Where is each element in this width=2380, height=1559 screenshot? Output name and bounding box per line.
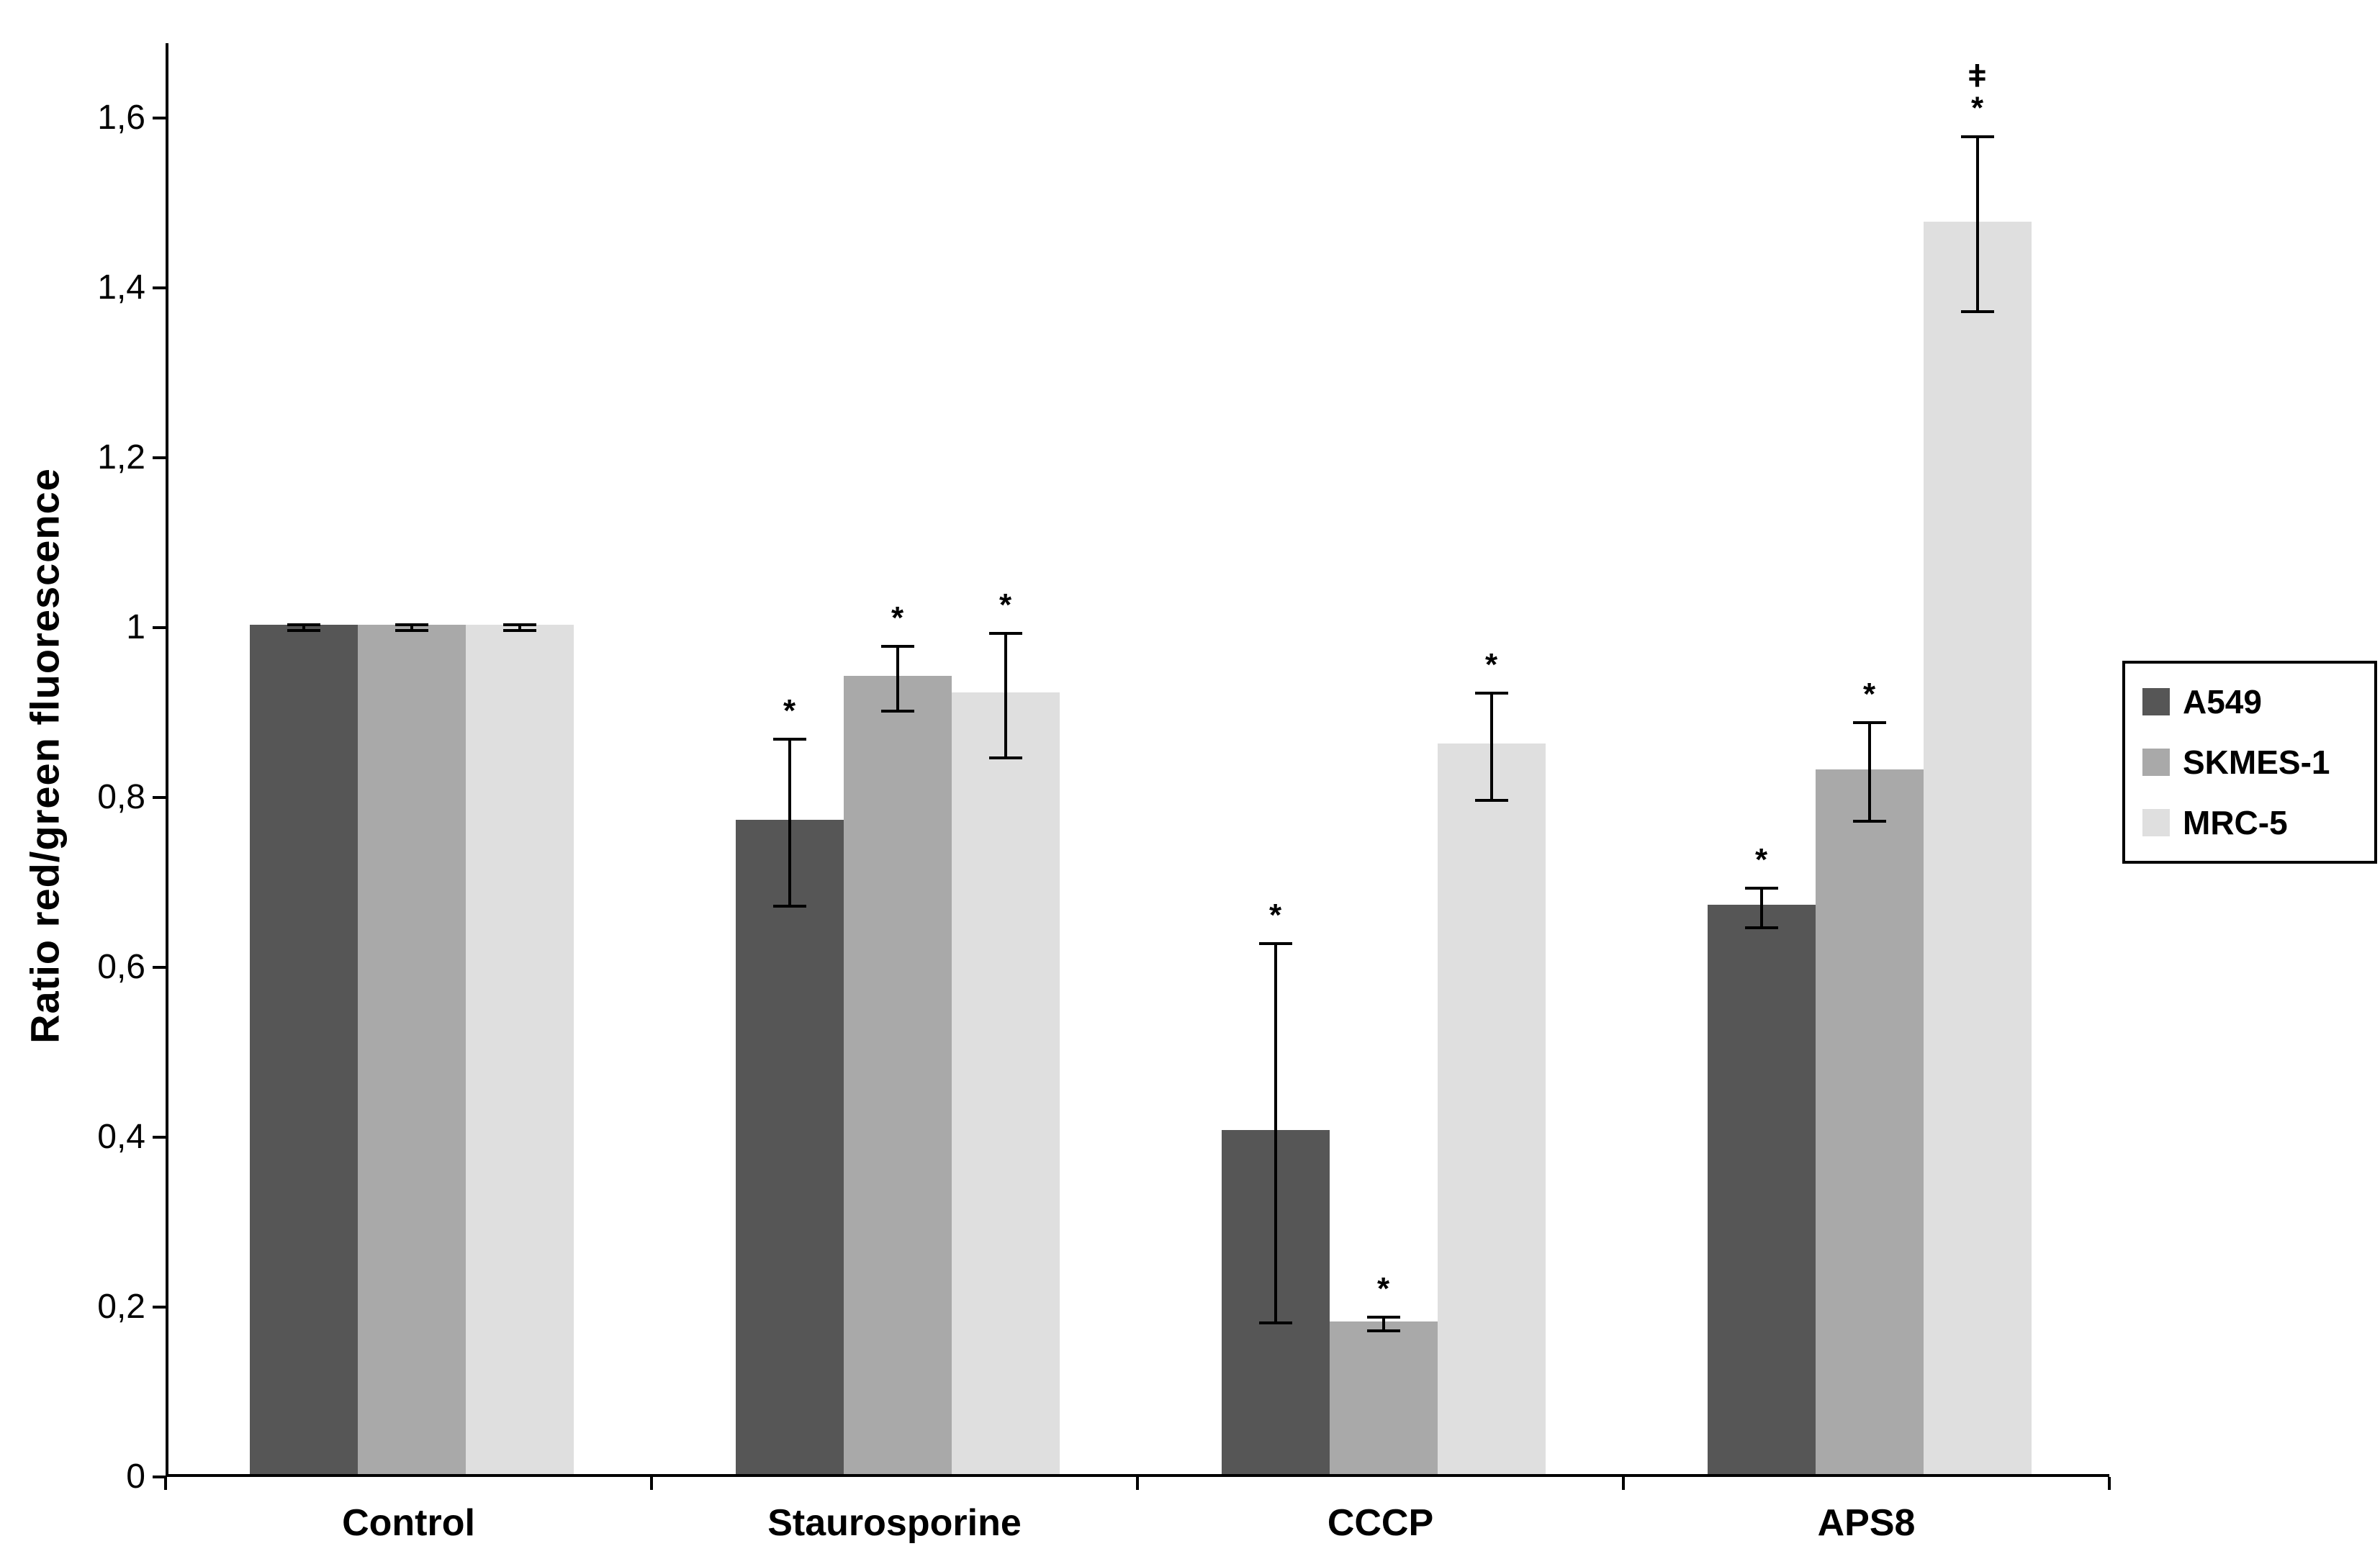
error-bar [395,623,428,632]
error-bar [1744,886,1778,929]
legend-item-skmes-1: SKMES-1 [2142,743,2357,782]
error-bar [988,631,1022,759]
y-tick-mark [153,286,166,289]
legend-label: A549 [2183,683,2262,720]
y-tick-mark [153,626,166,629]
x-tick-mark [1136,1477,1139,1490]
error-bar [287,623,320,632]
error-bar [502,623,536,632]
y-tick-label: 1,2 [97,438,145,476]
y-tick-mark [153,966,166,969]
error-bar [772,738,806,908]
bar-skmes-1-staurosporine [843,675,952,1474]
significance-annotation: ǂ * [1967,58,1987,126]
error-bar [1366,1315,1400,1333]
bar-mrc-5-aps8 [1923,221,2032,1474]
legend: A549 SKMES-1 MRC-5 [2122,661,2377,864]
y-tick-mark [153,117,166,119]
y-tick-label: 1,4 [97,268,145,307]
error-bar [1474,691,1508,802]
significance-annotation: * [1484,646,1498,682]
legend-swatch [2142,749,2170,776]
x-tick-mark [2108,1477,2111,1490]
significance-annotation: * [999,587,1012,623]
significance-annotation: * [1376,1270,1390,1306]
error-bar [1258,941,1292,1324]
bar-mrc-5-cccp [1437,744,1546,1474]
x-category-label: Control [342,1502,475,1544]
legend-item-a549: A549 [2142,682,2357,721]
y-tick-label: 0 [126,1458,145,1496]
x-tick-mark [164,1477,167,1490]
bar-mrc-5-staurosporine [951,692,1060,1474]
y-tick-label: 0,4 [97,1118,145,1156]
y-tick-mark [153,456,166,459]
y-tick-mark [153,1476,166,1478]
legend-label: MRC-5 [2183,804,2288,841]
y-tick-label: 1 [126,608,145,646]
bar-a549-control [249,625,358,1474]
bar-skmes-1-control [357,625,466,1474]
y-tick-label: 1,6 [97,99,145,137]
error-bar [1852,720,1886,823]
y-tick-mark [153,1136,166,1139]
significance-annotation: * [1268,897,1282,933]
x-tick-mark [1622,1477,1625,1490]
y-tick-label: 0,6 [97,948,145,986]
bar-skmes-1-cccp [1329,1321,1438,1474]
bar-a549-aps8 [1707,905,1816,1474]
bar-mrc-5-control [465,625,574,1474]
error-bar [880,644,914,713]
legend-label: SKMES-1 [2183,744,2330,781]
y-tick-mark [153,1306,166,1309]
x-category-label: Staurosporine [767,1502,1022,1544]
legend-item-mrc-5: MRC-5 [2142,803,2357,842]
significance-annotation: * [783,693,796,729]
significance-annotation: * [1754,842,1768,878]
x-tick-mark [650,1477,653,1490]
bar-a549-staurosporine [735,820,844,1474]
y-tick-label: 0,8 [97,778,145,816]
y-tick-label: 0,2 [97,1288,145,1326]
significance-annotation: * [1862,676,1876,712]
bar-skmes-1-aps8 [1815,769,1924,1474]
legend-swatch [2142,688,2170,715]
x-category-label: CCCP [1327,1502,1434,1544]
x-category-label: APS8 [1817,1502,1916,1544]
plot-area: * * * * * * * * ǂ * [166,43,2109,1477]
significance-annotation: * [891,600,904,636]
error-bar [1960,135,1994,314]
y-tick-mark [153,796,166,799]
legend-swatch [2142,809,2170,836]
